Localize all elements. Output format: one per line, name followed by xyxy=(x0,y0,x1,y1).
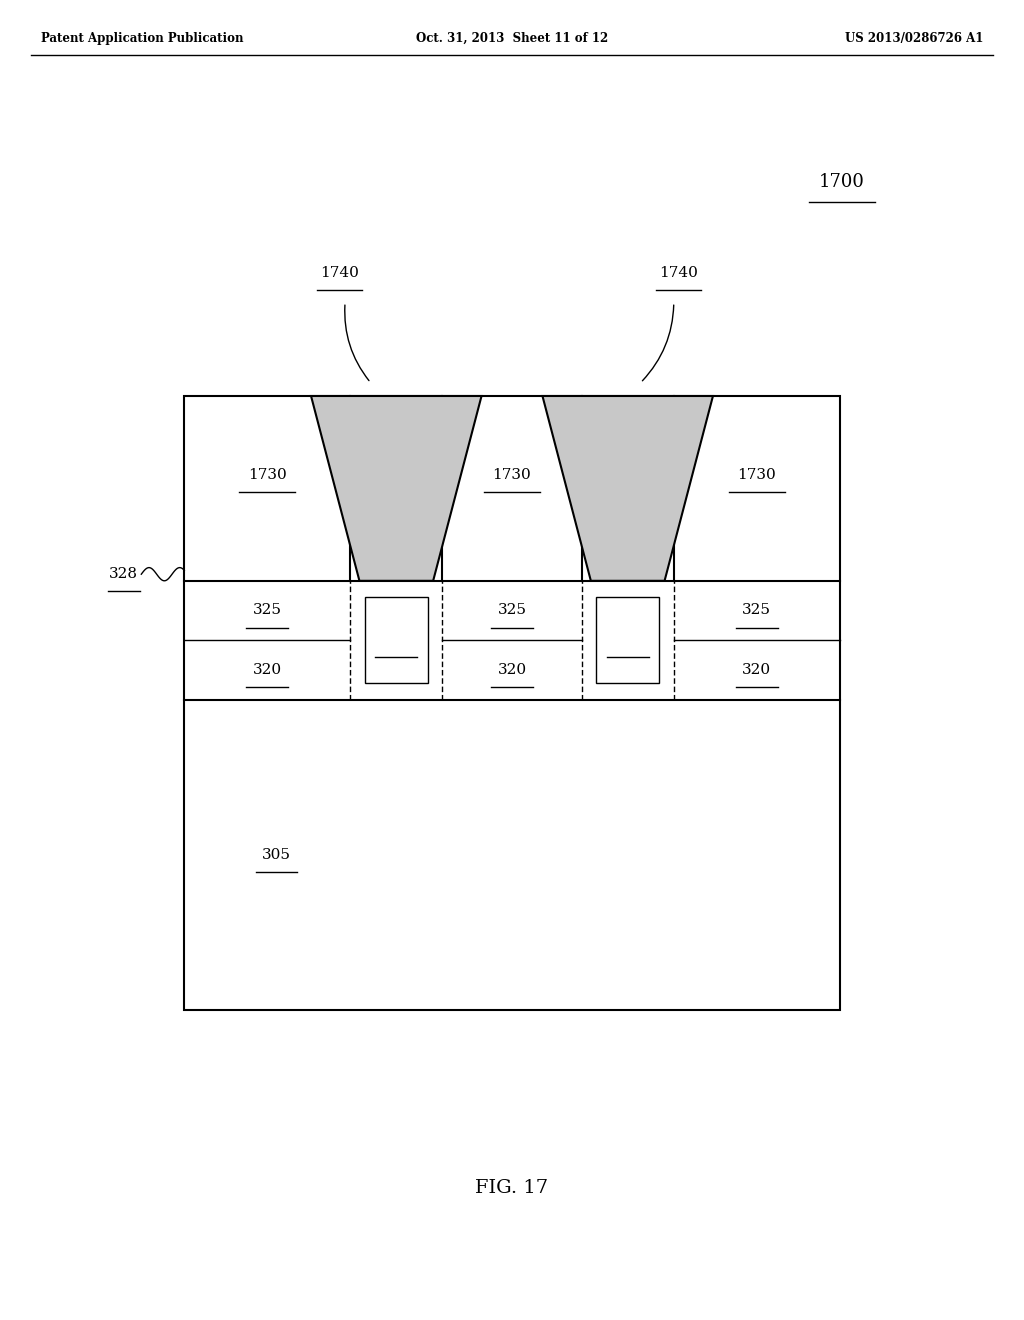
Text: 305: 305 xyxy=(262,847,291,862)
Text: 1700: 1700 xyxy=(819,173,864,191)
Text: US 2013/0286726 A1: US 2013/0286726 A1 xyxy=(845,32,983,45)
Text: 320: 320 xyxy=(253,663,282,677)
Text: 1740: 1740 xyxy=(659,267,698,280)
Text: Patent Application Publication: Patent Application Publication xyxy=(41,32,244,45)
Text: 320: 320 xyxy=(742,663,771,677)
Text: FIG. 17: FIG. 17 xyxy=(475,1179,549,1197)
Text: Oct. 31, 2013  Sheet 11 of 12: Oct. 31, 2013 Sheet 11 of 12 xyxy=(416,32,608,45)
Bar xyxy=(184,396,840,1010)
Text: 315: 315 xyxy=(382,634,411,647)
Text: 325: 325 xyxy=(253,603,282,618)
Polygon shape xyxy=(543,396,713,581)
Text: 1740: 1740 xyxy=(321,267,359,280)
Text: 1730: 1730 xyxy=(737,469,776,482)
Text: 320: 320 xyxy=(498,663,526,677)
Text: 325: 325 xyxy=(498,603,526,618)
Bar xyxy=(365,598,428,682)
Bar xyxy=(596,598,659,682)
Text: 328: 328 xyxy=(110,568,138,581)
Text: 315: 315 xyxy=(613,634,642,647)
Text: 1730: 1730 xyxy=(493,469,531,482)
Polygon shape xyxy=(311,396,481,581)
Text: 325: 325 xyxy=(742,603,771,618)
Text: 1730: 1730 xyxy=(248,469,287,482)
